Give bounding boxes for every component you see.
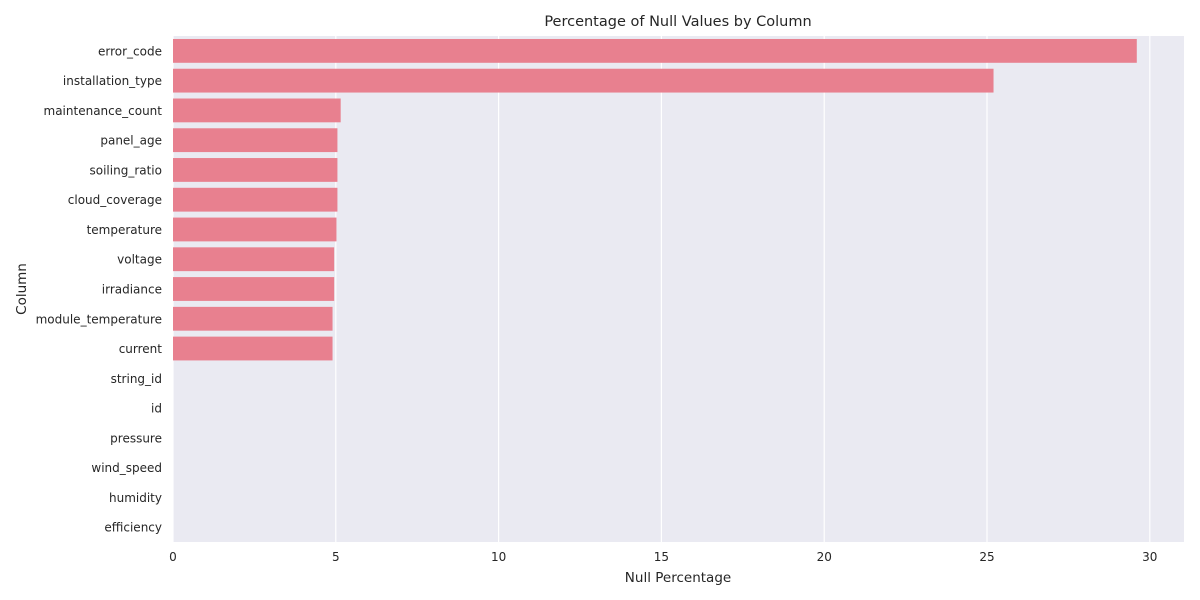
- chart-title: Percentage of Null Values by Column: [544, 14, 811, 30]
- bar-voltage: [173, 247, 335, 272]
- y-axis-label: Column: [14, 263, 30, 315]
- plot-area: [173, 36, 1184, 542]
- y-tick-labels: error_code installation_type maintenance_c…: [36, 44, 163, 534]
- y-tick-label: module_temperature: [36, 312, 162, 326]
- y-tick-label: installation_type: [63, 74, 162, 88]
- y-tick-label: current: [119, 342, 163, 356]
- x-tick-labels: 0 5 10 15 20 25 30: [169, 550, 1157, 564]
- bar-module-temperature: [173, 306, 333, 331]
- y-tick-label: maintenance_count: [44, 104, 163, 118]
- y-tick-label: panel_age: [100, 134, 162, 148]
- y-tick-label: wind_speed: [91, 461, 162, 475]
- y-tick-label: pressure: [110, 431, 162, 445]
- bar-temperature: [173, 217, 337, 242]
- y-tick-label: temperature: [87, 223, 162, 237]
- bar-soiling-ratio: [173, 158, 338, 182]
- bar-current: [173, 336, 333, 361]
- y-tick-label: humidity: [109, 491, 162, 505]
- x-tick-label: 0: [169, 550, 177, 564]
- x-tick-label: 25: [979, 550, 994, 564]
- y-tick-label: irradiance: [102, 283, 162, 297]
- y-tick-label: soiling_ratio: [90, 163, 163, 177]
- y-tick-label: string_id: [111, 372, 162, 386]
- bar-error-code: [173, 38, 1137, 63]
- x-tick-label: 5: [332, 550, 340, 564]
- bar-panel-age: [173, 128, 338, 153]
- y-tick-label: voltage: [117, 253, 162, 267]
- x-axis-label: Null Percentage: [625, 570, 731, 586]
- y-tick-label: efficiency: [104, 521, 162, 535]
- bar-cloud-coverage: [173, 187, 338, 212]
- x-tick-label: 30: [1142, 550, 1157, 564]
- x-tick-label: 15: [654, 550, 669, 564]
- bar-maintenance-count: [173, 98, 341, 123]
- bar-installation-type: [173, 68, 994, 93]
- x-tick-label: 10: [491, 550, 506, 564]
- bars: [173, 38, 1137, 361]
- y-tick-label: error_code: [98, 44, 162, 58]
- y-tick-label: cloud_coverage: [68, 193, 162, 207]
- bar-irradiance: [173, 277, 335, 301]
- y-tick-label: id: [151, 402, 162, 416]
- x-tick-label: 20: [817, 550, 832, 564]
